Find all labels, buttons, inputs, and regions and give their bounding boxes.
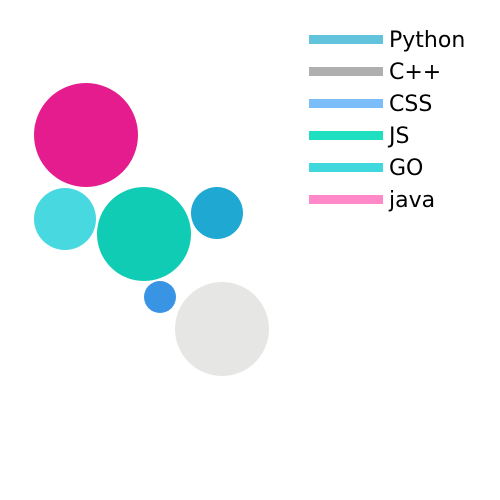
bubble-1 bbox=[34, 83, 138, 187]
legend-swatch-css bbox=[309, 99, 383, 108]
bubble-3 bbox=[97, 187, 191, 281]
legend-label-js: JS bbox=[387, 124, 409, 149]
legend-swatch-c bbox=[309, 67, 383, 76]
legend-swatch-js bbox=[309, 131, 383, 140]
bubble-5 bbox=[144, 281, 176, 313]
bubbles-group bbox=[34, 83, 269, 376]
bubble-6 bbox=[175, 282, 269, 376]
legend-label-java: java bbox=[388, 188, 435, 213]
legend-label-css: CSS bbox=[389, 92, 432, 117]
legend-swatch-go bbox=[309, 163, 383, 172]
legend-swatch-python bbox=[309, 35, 383, 44]
bubble-2 bbox=[34, 188, 96, 250]
bubble-4 bbox=[191, 187, 243, 239]
legend-label-python: Python bbox=[389, 28, 465, 53]
legend-swatch-java bbox=[309, 195, 383, 204]
legend-label-c: C++ bbox=[389, 60, 441, 85]
legend: Python C++ CSS JS GO java bbox=[309, 28, 465, 213]
legend-label-go: GO bbox=[389, 156, 423, 181]
